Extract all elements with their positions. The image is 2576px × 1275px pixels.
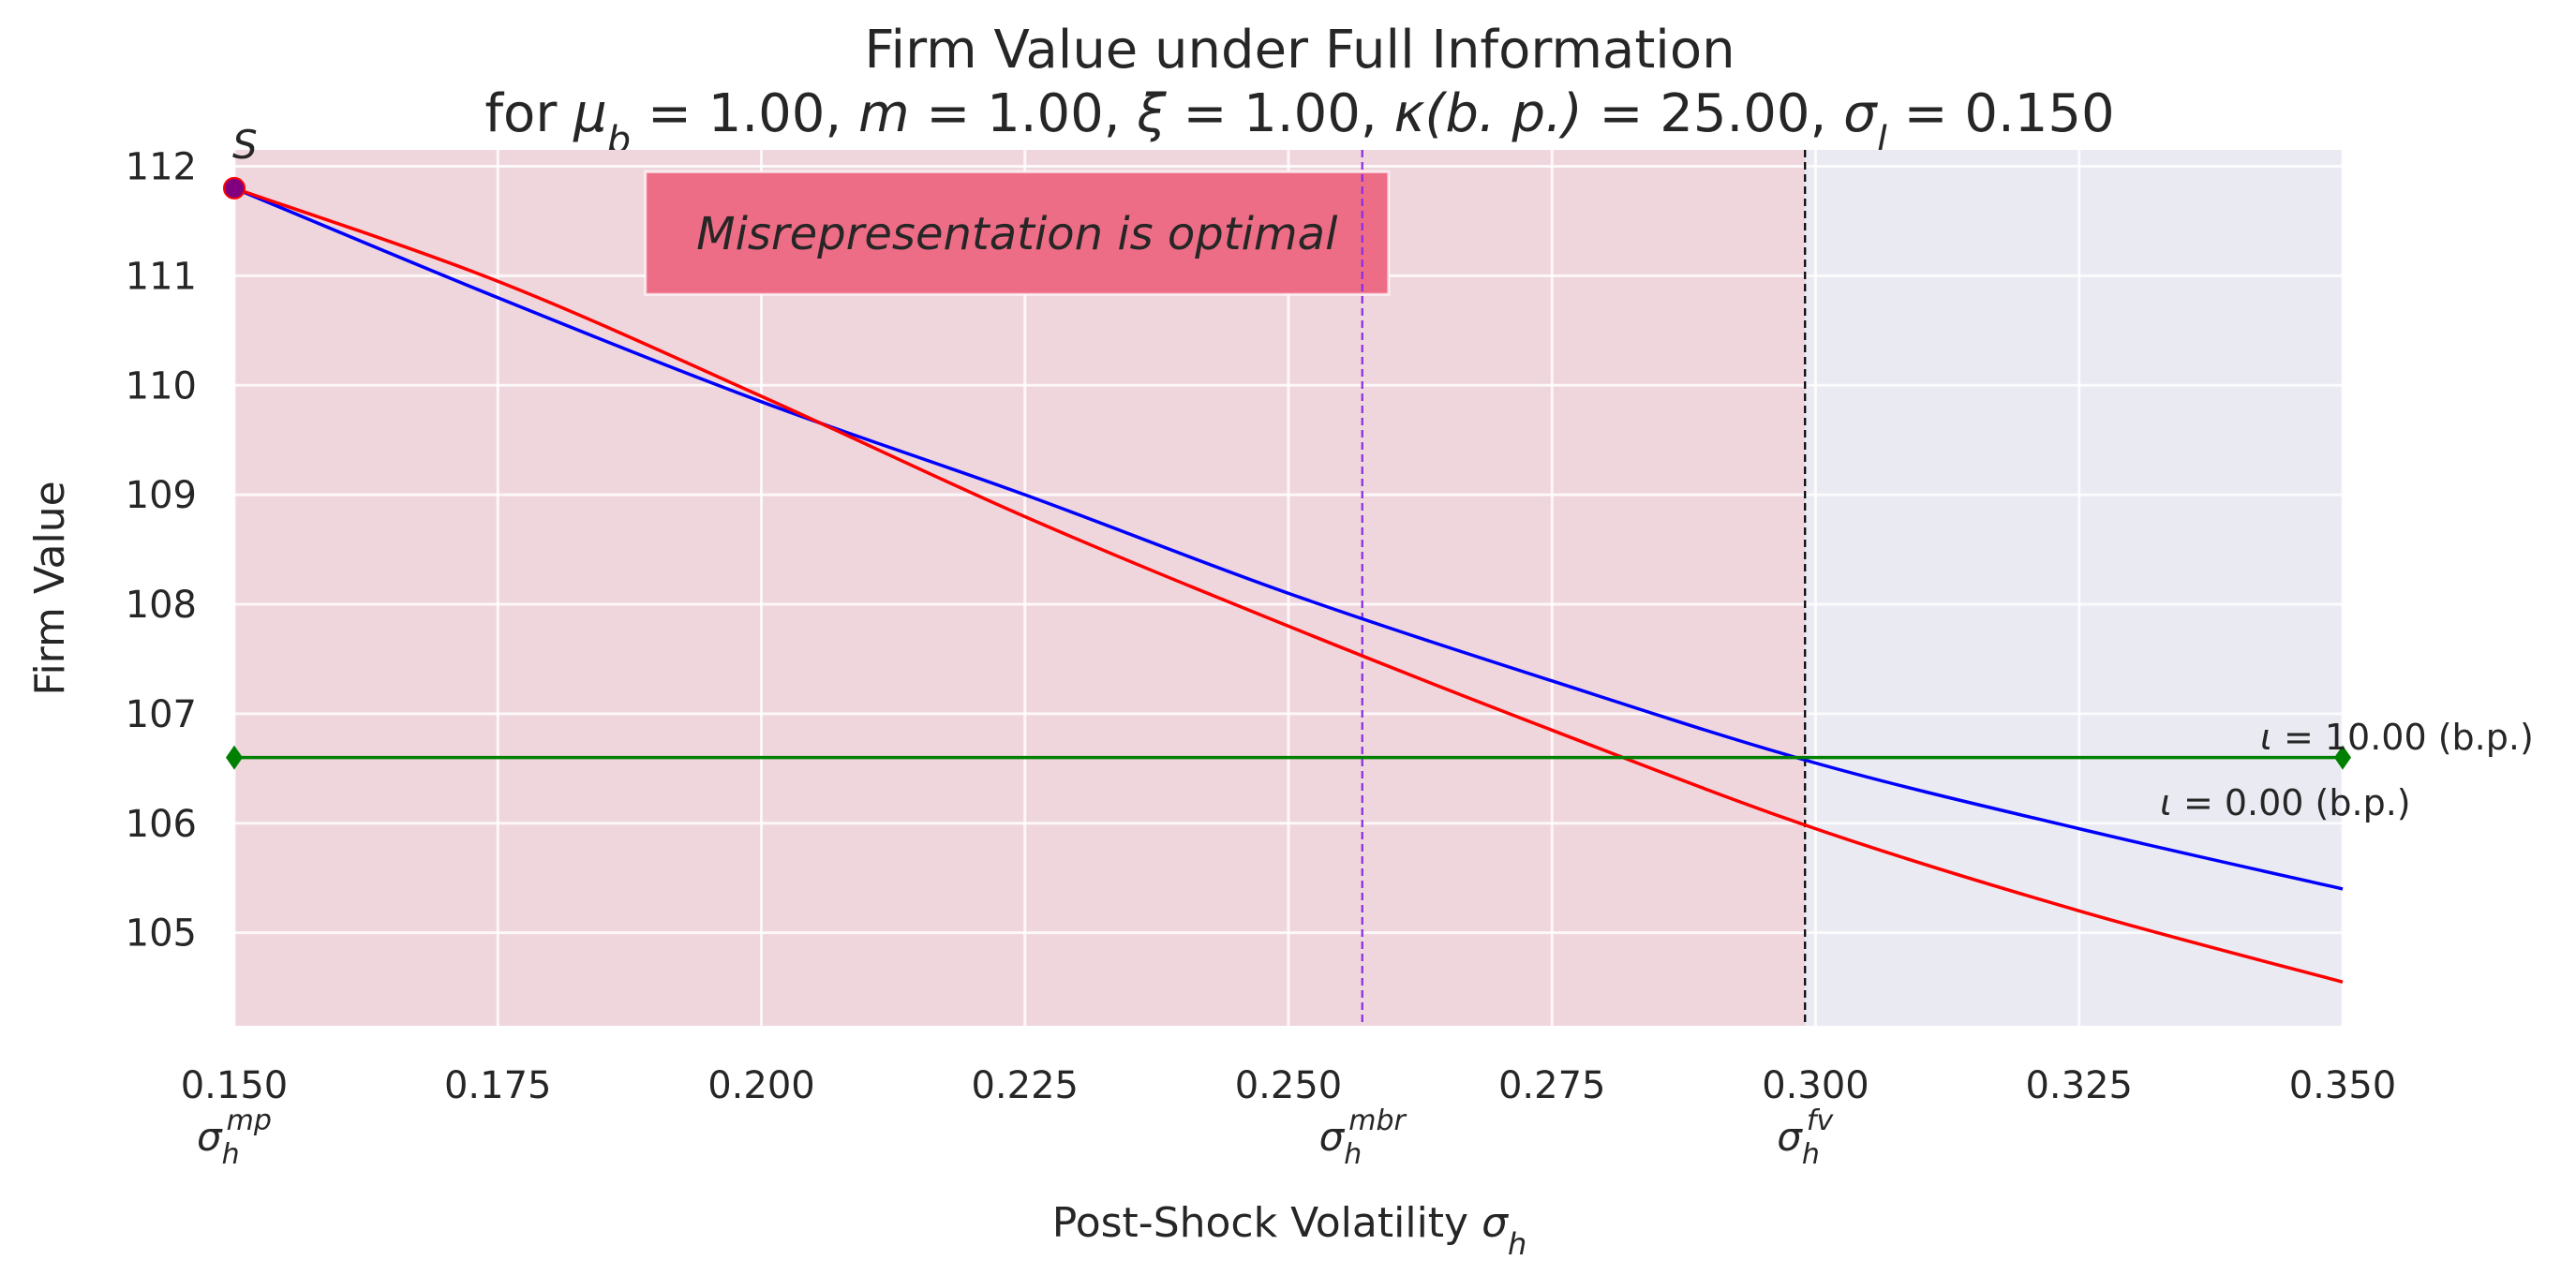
title-xi: ξ [1136, 83, 1167, 144]
sigma-label-layer: σhmp σhmbr σhfv [197, 1105, 1834, 1171]
title-kappa: κ [1393, 83, 1424, 144]
title-mu: μ [573, 83, 607, 144]
marker-layer: S [223, 122, 2351, 770]
title-mu-val: 1.00 [708, 83, 826, 144]
y-tick-label-5: 110 [126, 364, 197, 408]
x-tick-label-6: 0.300 [1762, 1064, 1869, 1107]
tick-label-layer: 0.150 0.175 0.200 0.225 0.250 0.275 0.300 0.325… [126, 146, 2397, 1107]
y-tick-label-4: 109 [126, 474, 197, 517]
chart-title-line1: Firm Value under Full Information [864, 20, 1735, 81]
x-tick-label-2: 0.200 [707, 1064, 815, 1107]
x-tick-label-1: 0.175 [444, 1064, 552, 1107]
x-tick-label-5: 0.275 [1498, 1064, 1606, 1107]
y-tick-label-7: 112 [126, 146, 197, 189]
x-axis-label: Post-Shock Volatility σh [1052, 1199, 1527, 1262]
title-xi-val: 1.00 [1243, 83, 1361, 144]
iota-label-0: ι = 10.00 (b.p.) [2260, 717, 2534, 758]
annotation-layer: Misrepresentation is optimal [644, 170, 1391, 296]
sigma-vline-label-0: σhmbr [1319, 1105, 1407, 1171]
title-sigma: σ [1843, 83, 1878, 144]
title-m: m [858, 83, 910, 144]
sigma-vline-label-1: σhfv [1777, 1105, 1834, 1171]
y-tick-label-6: 111 [126, 255, 197, 298]
title-m-val: 1.00 [987, 83, 1104, 144]
sigma-mp-label: σhmp [197, 1105, 272, 1171]
title-prefix: for [484, 83, 573, 144]
iota-label-1: ι = 0.00 (b.p.) [2160, 782, 2411, 823]
x-tick-label-0: 0.150 [181, 1064, 289, 1107]
marker-s-label: S [232, 122, 258, 168]
x-tick-label-3: 0.225 [971, 1064, 1079, 1107]
x-tick-label-7: 0.325 [2025, 1064, 2133, 1107]
series-label-layer: ι = 10.00 (b.p.) ι = 0.00 (b.p.) [2160, 717, 2534, 823]
series-line-0 [233, 186, 2344, 891]
y-tick-label-3: 108 [126, 584, 197, 627]
grid-layer [232, 150, 2345, 1026]
green-endpoint-1 [2334, 745, 2351, 770]
x-tick-label-4: 0.250 [1235, 1064, 1343, 1107]
chart-title-line2: for μb = 1.00, m = 1.00, ξ = 1.00, κ(b. … [484, 83, 2114, 162]
series-line-1 [233, 186, 2344, 984]
y-tick-label-2: 107 [126, 693, 197, 736]
title-kappa-val: 25.00 [1660, 83, 1809, 144]
annotation-text: Misrepresentation is optimal [696, 208, 1338, 260]
y-tick-label-0: 105 [126, 912, 197, 956]
annotation-box [644, 170, 1391, 296]
title-sigma-val: 0.150 [1964, 83, 2114, 144]
y-axis-label: Firm Value [26, 481, 74, 695]
series-layer [233, 186, 2344, 984]
title-kappa-unit: (b. p.) [1424, 83, 1582, 144]
marker-s-point [223, 176, 246, 200]
x-tick-label-8: 0.350 [2289, 1064, 2397, 1107]
title-sigma-sub: l [1877, 119, 1887, 162]
green-endpoint-0 [226, 745, 243, 770]
y-tick-label-1: 106 [126, 803, 197, 846]
